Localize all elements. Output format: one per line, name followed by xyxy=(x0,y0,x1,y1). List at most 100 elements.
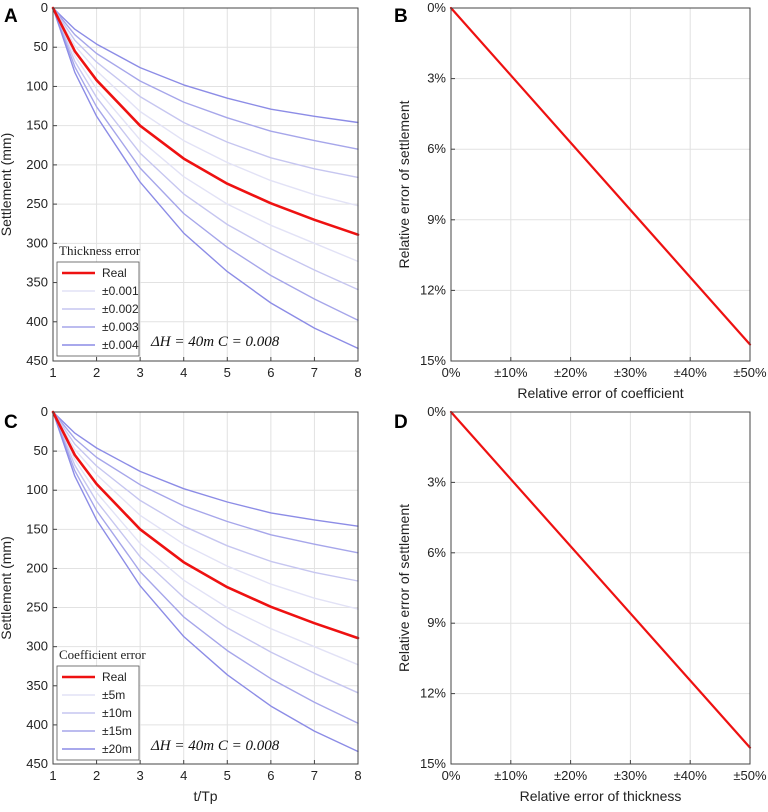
y-tick-label: 6% xyxy=(427,545,446,560)
y-tick-label: 12% xyxy=(420,282,446,297)
x-tick-label: 7 xyxy=(311,768,318,783)
plot-frame xyxy=(52,7,359,362)
x-tick-label: 5 xyxy=(224,365,231,380)
y-tick-label: 450 xyxy=(26,756,48,771)
series-line-Relativeerror-0 xyxy=(449,410,752,749)
annotation: ΔH = 40m C = 0.008 xyxy=(150,738,280,754)
x-tick-label: 3 xyxy=(137,768,144,783)
x-tick-label: 7 xyxy=(311,365,318,380)
panel-letter: D xyxy=(394,412,408,433)
y-tick-label: 400 xyxy=(26,717,48,732)
x-tick-label: 5 xyxy=(224,768,231,783)
y-tick-label: 100 xyxy=(26,78,48,93)
x-axis-label: Relative error of thickness xyxy=(520,788,682,804)
x-tick-label: ±40% xyxy=(674,365,708,380)
y-tick-label: 100 xyxy=(26,482,48,497)
y-tick-label: 3% xyxy=(427,71,446,86)
legend-entry: ±5m xyxy=(102,688,125,702)
y-tick-label: 450 xyxy=(26,353,48,368)
y-tick-label: 300 xyxy=(26,639,48,654)
x-axis-label: t/Tp xyxy=(193,788,217,804)
x-tick-label: 2 xyxy=(93,768,100,783)
x-tick-label: 0% xyxy=(442,365,461,380)
y-axis-label: Settlement (mm) xyxy=(0,133,14,236)
x-tick-label: 1 xyxy=(49,365,56,380)
y-tick-label: 9% xyxy=(427,615,446,630)
y-axis-label: Settlement (mm) xyxy=(0,536,14,639)
x-tick-label: 4 xyxy=(180,768,187,783)
x-tick-label: 4 xyxy=(180,365,187,380)
panel-letter: B xyxy=(394,6,408,27)
y-axis-label: Relative error of settlement xyxy=(396,504,412,672)
y-tick-label: 3% xyxy=(427,474,446,489)
legend-entry: ±10m xyxy=(102,706,132,720)
y-tick-label: 300 xyxy=(26,235,48,250)
legend-entry: Real xyxy=(102,670,127,684)
series-line-0004-1 xyxy=(52,7,359,124)
panel-letter: C xyxy=(4,412,18,433)
series-line-Relativeerror-0 xyxy=(449,6,752,346)
series-line-10m-3 xyxy=(52,411,359,582)
series-line-Real-0 xyxy=(51,6,360,236)
x-tick-label: ±10% xyxy=(494,768,528,783)
legend-entry: ±20m xyxy=(102,742,132,756)
y-tick-label: 0% xyxy=(427,404,446,419)
series-line-0003-2 xyxy=(52,7,359,150)
x-tick-label: 3 xyxy=(137,365,144,380)
x-tick-label: 0% xyxy=(442,768,461,783)
panel-letter: A xyxy=(4,6,18,27)
y-tick-label: 9% xyxy=(427,212,446,227)
y-tick-label: 250 xyxy=(26,196,48,211)
x-tick-label: 8 xyxy=(354,768,361,783)
series-line-5m-5 xyxy=(52,411,359,666)
series-line-0003-7 xyxy=(52,7,359,321)
series-line-15m-7 xyxy=(52,411,359,724)
y-tick-label: 15% xyxy=(420,756,446,771)
legend-entry: ±0.002 xyxy=(102,302,139,316)
series-line-5m-4 xyxy=(52,411,359,610)
series-line-20m-8 xyxy=(52,411,359,753)
y-tick-label: 0% xyxy=(427,0,446,15)
y-tick-label: 350 xyxy=(26,275,48,290)
legend-title: Thickness error xyxy=(59,243,141,258)
series-line-0001-4 xyxy=(52,7,359,207)
legend-entry: ±0.004 xyxy=(102,338,139,352)
x-tick-label: ±50% xyxy=(733,768,767,783)
series-line-Real-0 xyxy=(51,410,360,640)
series-line-20m-1 xyxy=(52,411,359,527)
x-tick-label: 8 xyxy=(354,365,361,380)
panel-c: C 1 2 3 4 5 6 7 8 0 50 100 150 200 250 300 350 400 450 Sett… xyxy=(0,404,362,804)
y-tick-label: 12% xyxy=(420,686,446,701)
y-tick-label: 6% xyxy=(427,141,446,156)
plot-frame xyxy=(52,411,359,765)
y-tick-label: 0 xyxy=(41,404,48,419)
series-line-10m-6 xyxy=(52,411,359,694)
y-axis-label: Relative error of settlement xyxy=(396,100,412,268)
x-tick-label: 6 xyxy=(267,768,274,783)
y-tick-label: 50 xyxy=(34,443,48,458)
plot-frame xyxy=(450,7,751,362)
x-tick-label: 1 xyxy=(49,768,56,783)
x-tick-label: ±30% xyxy=(614,768,648,783)
x-tick-label: ±10% xyxy=(494,365,528,380)
x-tick-label: ±30% xyxy=(614,365,648,380)
y-tick-label: 150 xyxy=(26,521,48,536)
y-tick-label: 200 xyxy=(26,157,48,172)
x-tick-label: ±40% xyxy=(674,768,708,783)
x-tick-label: ±50% xyxy=(733,365,767,380)
y-tick-label: 150 xyxy=(26,118,48,133)
panel-d: D 0% ±10% ±20% ±30% ±40% ±50% 0% 3% 6% 9% 12% 15% Rel… xyxy=(394,404,767,804)
series-line-15m-2 xyxy=(52,411,359,554)
y-tick-label: 400 xyxy=(26,314,48,329)
series-line-0002-6 xyxy=(52,7,359,291)
y-tick-label: 15% xyxy=(420,353,446,368)
series-line-0004-8 xyxy=(52,7,359,350)
x-tick-label: 2 xyxy=(93,365,100,380)
plot-frame xyxy=(450,411,751,765)
x-axis-label: Relative error of coefficient xyxy=(517,385,683,401)
y-tick-label: 250 xyxy=(26,600,48,615)
legend-entry: ±15m xyxy=(102,724,132,738)
y-tick-label: 200 xyxy=(26,560,48,575)
legend-title: Coefficient error xyxy=(59,647,146,662)
